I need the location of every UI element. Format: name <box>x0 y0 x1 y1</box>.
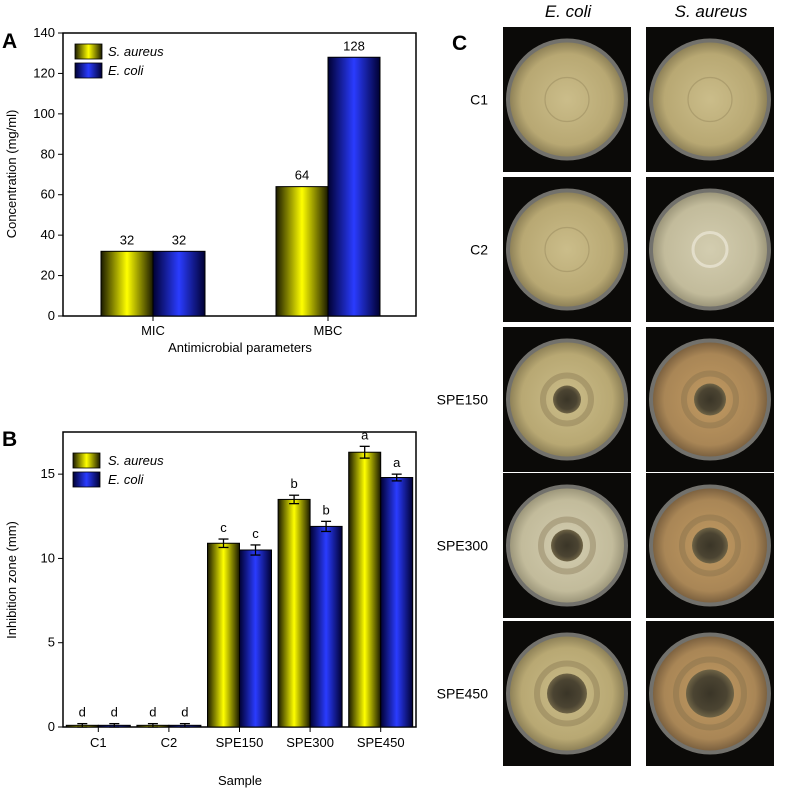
inhibition-zone <box>694 383 726 416</box>
legend-swatch-e-coli-b <box>72 471 101 488</box>
agar-surface <box>510 42 624 157</box>
legend-label-s-aureus: S. aureus <box>108 44 164 59</box>
agar-surface <box>510 192 624 307</box>
agar-surface <box>653 42 767 157</box>
x-tick-label: C2 <box>161 735 178 750</box>
legend-swatch-s-aureus-b <box>72 452 101 469</box>
y-axis-a: 0 20 40 60 80 100 120 140 <box>33 25 63 323</box>
bars-a: 32 32 64 128 <box>100 38 381 317</box>
significance-letter: b <box>290 476 297 491</box>
significance-letter: a <box>393 455 401 470</box>
panel-c-letter: C <box>452 32 467 55</box>
bar <box>277 498 311 728</box>
panel-b-chart: B 0 5 10 15 C1 C2 SPE150 SPE300 SPE450 d d d d c c b b… <box>2 427 417 788</box>
inhibition-zone <box>547 673 587 714</box>
data-label: 32 <box>120 232 134 247</box>
significance-letter: d <box>111 705 118 720</box>
significance-letter: c <box>252 526 259 541</box>
inhibition-zone <box>553 385 581 414</box>
y-tick-label: 0 <box>48 719 55 734</box>
panel-a-chart: A 0 20 40 60 80 100 120 140 MIC MBC 32 32 64 128 S.… <box>2 25 417 355</box>
bar <box>380 477 414 728</box>
y-tick-label: 10 <box>41 550 55 565</box>
row-label: C1 <box>470 92 488 108</box>
inhibition-halo <box>540 372 594 427</box>
significance-letter: c <box>220 520 227 535</box>
x-axis-b: C1 C2 SPE150 SPE300 SPE450 <box>90 727 405 750</box>
bar <box>152 250 206 317</box>
x-axis-label-a: Antimicrobial parameters <box>168 340 312 355</box>
column-header-s-aureus: S. aureus <box>675 2 748 21</box>
legend-swatch-s-aureus <box>74 43 103 60</box>
legend-label-e-coli-b: E. coli <box>108 472 145 487</box>
extract-spot <box>544 226 590 273</box>
panel-b-letter: B <box>2 428 17 451</box>
x-tick-label: SPE450 <box>357 735 405 750</box>
y-tick-label: 20 <box>41 268 55 283</box>
inhibition-zone <box>686 669 734 718</box>
legend-label-e-coli: E. coli <box>108 63 145 78</box>
column-header-e-coli: E. coli <box>545 2 593 21</box>
inhibition-halo <box>681 370 739 429</box>
x-axis-label-b: Sample <box>218 773 262 788</box>
bar <box>239 549 272 728</box>
legend-a: S. aureus E. coli <box>74 43 164 79</box>
x-tick-label: SPE150 <box>216 735 264 750</box>
y-axis-label-b: Inhibition zone (mm) <box>4 521 19 639</box>
bar <box>309 525 343 728</box>
y-tick-label: 5 <box>48 635 55 650</box>
bar <box>348 451 382 728</box>
extract-spot <box>544 76 590 123</box>
legend-swatch-e-coli <box>74 62 103 79</box>
y-axis-label-a: Concentration (mg/ml) <box>4 110 19 239</box>
agar-surface <box>653 192 767 307</box>
inhibition-zone <box>692 527 728 564</box>
significance-letter: d <box>181 705 188 720</box>
row-label: SPE150 <box>437 392 489 408</box>
legend-b: S. aureus E. coli <box>72 452 164 488</box>
x-axis-a: MIC MBC <box>141 316 342 338</box>
bars-b: d d d d c c b b a a <box>65 427 414 728</box>
x-tick-label: MIC <box>141 323 165 338</box>
inhibition-zone <box>551 529 583 562</box>
y-tick-label: 140 <box>33 25 55 40</box>
inhibition-halo <box>534 660 600 727</box>
data-label: 128 <box>343 38 365 53</box>
row-label: SPE450 <box>437 686 489 702</box>
legend-label-s-aureus-b: S. aureus <box>108 453 164 468</box>
inhibition-halo <box>538 516 596 575</box>
significance-letter: b <box>322 502 329 517</box>
data-label: 64 <box>295 168 309 183</box>
row-label: SPE300 <box>437 538 489 554</box>
x-tick-label: SPE300 <box>286 735 334 750</box>
panel-a-letter: A <box>2 30 17 53</box>
significance-letter: a <box>361 427 369 442</box>
x-tick-label: C1 <box>90 735 107 750</box>
y-tick-label: 60 <box>41 187 55 202</box>
y-tick-label: 100 <box>33 106 55 121</box>
bar <box>100 250 154 317</box>
y-tick-label: 0 <box>48 308 55 323</box>
y-tick-label: 80 <box>41 146 55 161</box>
bar <box>327 56 381 317</box>
y-axis-b: 0 5 10 15 <box>41 466 63 734</box>
extract-spot <box>691 231 729 268</box>
row-label: C2 <box>470 242 488 258</box>
inhibition-halo <box>673 656 747 731</box>
x-tick-label: MBC <box>314 323 343 338</box>
data-label: 32 <box>172 232 186 247</box>
inhibition-halo <box>679 514 741 577</box>
bar <box>275 186 329 317</box>
y-tick-label: 40 <box>41 227 55 242</box>
significance-letter: d <box>79 705 86 720</box>
y-tick-label: 120 <box>33 65 55 80</box>
plate-photo-grid: C1 C2 SPE150 SPE300 SPE450 <box>437 27 774 766</box>
significance-letter: d <box>149 705 156 720</box>
panel-c-photos: C E. coli S. aureus C1 C2 SPE150 SPE300 SPE4… <box>437 2 774 766</box>
y-tick-label: 15 <box>41 466 55 481</box>
extract-spot <box>687 76 733 123</box>
bar <box>207 542 240 728</box>
